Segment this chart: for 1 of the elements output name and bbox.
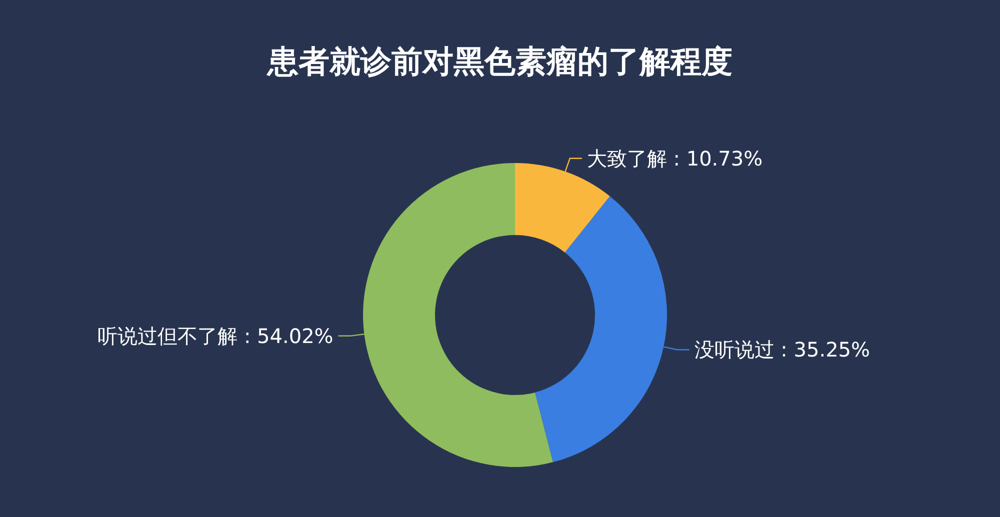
chart-title: 患者就诊前对黑色素瘤的了解程度 <box>266 44 732 80</box>
